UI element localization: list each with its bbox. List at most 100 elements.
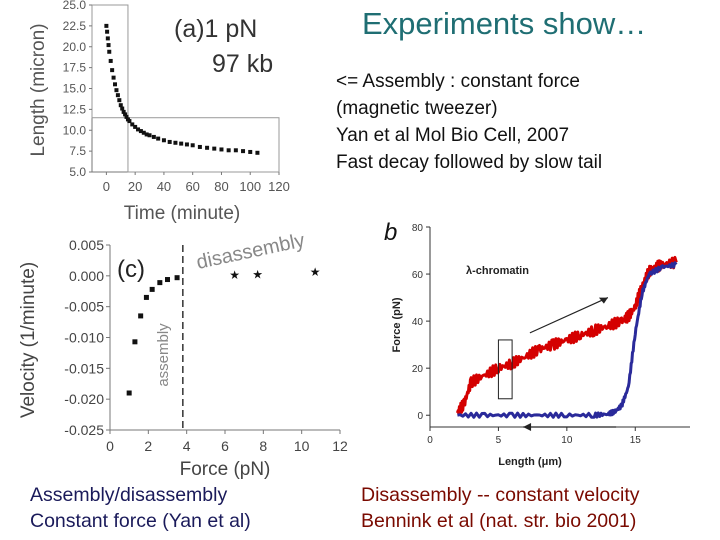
chart-b-xtick-label: 5 [496,435,502,446]
chart-a-point [212,146,217,151]
assembly-label: assembly [155,323,172,387]
chart-b-legend: λ-chromatin [466,265,529,277]
chart-a-point [120,106,125,111]
chart-a-xtick-label: 60 [185,179,199,194]
note-line: (magnetic tweezer) [336,98,498,119]
chart-a-point [105,36,110,41]
chart-a-ytick-label: 7.5 [69,144,86,158]
caption-right: Disassembly -- constant velocity Bennink… [361,482,640,534]
chart-a-ylabel: Length (micron) [28,23,49,156]
chart-a-xtick-label: 0 [103,179,110,194]
chart-c-assembly-point [174,275,180,281]
chart-c: 0 2 4 6 8 10 12 0.005 0.000 -0.005 -0.010 -0.015 -0.… [18,229,348,480]
chart-a-annotation: 97 kb [212,50,273,78]
chart-a-xtick-label: 20 [128,179,142,194]
chart-b-lines [455,255,678,431]
chart-a-ticks: 0 20 40 60 80 100 120 5.0 7.5 10.0 12.5 15.0 17.5 20.… [63,0,290,194]
chart-a-point [123,112,128,117]
chart-b-ytick-label: 80 [412,223,424,234]
chart-a-point [104,23,109,28]
chart-a-ytick-label: 12.5 [63,102,87,116]
chart-c-ytick-label: -0.005 [64,299,104,315]
chart-c-xtick-label: 2 [144,438,152,454]
caption-line: Bennink et al (nat. str. bio 2001) [361,510,637,532]
chart-a-inset-frame [127,117,280,173]
chart-b-arrow-up-line [529,297,609,334]
chart-c-ytick-label: 0.000 [69,268,104,284]
slide-title: Experiments show… [362,6,647,41]
chart-a-xlabel: Time (minute) [124,203,240,224]
chart-c-ticks: 0 2 4 6 8 10 12 0.005 0.000 -0.005 -0.010 -0.015 -0.… [64,237,348,454]
chart-a-point [226,148,231,153]
chart-c-ylabel: Velocity (1/minute) [18,262,39,418]
chart-c-ytick-label: -0.010 [64,330,104,346]
chart-a: 0 20 40 60 80 100 120 5.0 7.5 10.0 12.5 15.0 17.5 20.… [28,0,290,224]
chart-b: 0 5 10 15 0 20 40 60 80 b λ-chromatin Length (μm… [370,215,700,475]
chart-c-ytick-label: 0.005 [69,237,104,253]
chart-b-ytick-label: 20 [412,364,424,375]
chart-a-point [114,88,119,93]
chart-a-point [219,147,224,152]
chart-b-ytick-label: 60 [412,270,424,281]
chart-c-ytick-label: -0.025 [64,422,104,438]
chart-a-point [111,75,116,80]
chart-c-panel-label: (c) [117,256,145,283]
chart-c-disassembly-point: ★ [229,268,240,282]
chart-b-arrow-left-head [523,423,532,431]
chart-a-point [233,148,238,153]
chart-b-xtick-label: 0 [427,435,433,446]
chart-c-assembly-point [138,313,144,319]
chart-a-point [130,122,135,127]
caption-left: Assembly/disassembly Constant force (Yan… [30,482,251,534]
chart-a-ytick-label: 15.0 [63,82,87,96]
chart-a-point [184,142,189,147]
caption-line: Assembly/disassembly [30,484,228,506]
chart-a-point [133,124,138,129]
chart-b-arrow-up-head [598,297,608,304]
assembly-notes: <= Assembly : constant force (magnetic t… [336,68,602,176]
chart-c-points: ★ ★ ★ [126,265,321,396]
chart-a-point [173,140,178,145]
chart-b-relaxation-line [457,261,678,419]
chart-b-xtick-label: 15 [630,435,642,446]
chart-c-assembly-point [143,294,149,300]
chart-a-point [117,98,122,103]
chart-a-point [113,82,118,87]
chart-a-axes [91,4,280,173]
chart-a-xtick-label: 40 [157,179,171,194]
chart-b-background [370,215,700,475]
chart-a-point [115,93,120,98]
chart-a-point [241,149,246,154]
chart-b-ylabel: Force (pN) [391,297,403,352]
chart-c-disassembly-point: ★ [310,265,321,279]
chart-b-ytick-label: 0 [417,411,423,422]
chart-a-point [190,143,195,148]
chart-a-ytick-label: 22.5 [63,19,87,33]
chart-c-assembly-point [157,280,163,286]
chart-a-point [248,149,253,154]
chart-a-xtick-label: 120 [268,179,290,194]
chart-a-point [106,43,111,48]
chart-a-ytick-label: 10.0 [63,123,87,137]
chart-a-point [141,130,146,135]
note-line: Fast decay followed by slow tail [336,152,603,173]
chart-a-point [105,29,110,34]
chart-c-assembly-point [149,286,155,292]
chart-a-point [161,138,166,143]
chart-c-xtick-label: 0 [106,438,114,454]
chart-a-ytick-label: 25.0 [63,0,87,12]
chart-a-point [124,114,129,119]
chart-a-point [205,145,210,150]
caption-line: Disassembly -- constant velocity [361,484,640,506]
chart-a-point [151,134,156,139]
chart-b-panel-label: b [384,219,397,246]
chart-a-point [255,150,260,155]
chart-a-point [197,144,202,149]
chart-a-inset-frame [91,4,129,119]
chart-a-point [108,58,113,63]
caption-line: Constant force (Yan et al) [30,510,251,532]
chart-a-point [107,49,112,54]
chart-a-point [167,139,172,144]
chart-c-xtick-label: 4 [183,438,191,454]
chart-a-ytick-label: 20.0 [63,40,87,54]
